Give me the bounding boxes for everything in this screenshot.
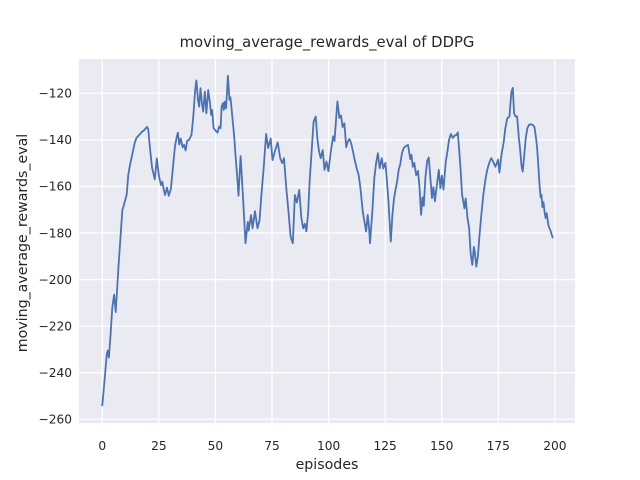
gridlines xyxy=(79,59,575,423)
x-tick-label: 25 xyxy=(151,439,167,453)
x-tick-label: 75 xyxy=(264,439,280,453)
y-tick-label: −220 xyxy=(39,319,72,333)
y-tick-label: −240 xyxy=(39,366,72,380)
y-axis-label: moving_average_rewards_eval xyxy=(15,134,31,353)
y-tick-label: −160 xyxy=(39,180,72,194)
x-tick-label: 200 xyxy=(543,439,566,453)
chart-title: moving_average_rewards_eval of DDPG xyxy=(180,34,475,51)
x-tick-label: 125 xyxy=(374,439,397,453)
y-tick-label: −200 xyxy=(39,273,72,287)
y-tick-labels: −120 −140 −160 −180 −200 −220 −240 −260 xyxy=(39,87,72,427)
x-tick-label: 100 xyxy=(317,439,340,453)
y-tick-label: −140 xyxy=(39,133,72,147)
x-tick-label: 150 xyxy=(430,439,453,453)
x-tick-label: 0 xyxy=(98,439,106,453)
axes-background xyxy=(79,59,575,423)
x-tick-label: 50 xyxy=(208,439,224,453)
moving-average-line xyxy=(101,74,554,407)
x-tick-label: 175 xyxy=(487,439,510,453)
y-tick-label: −260 xyxy=(39,413,72,427)
y-tick-label: −120 xyxy=(39,87,72,101)
x-axis-label: episodes xyxy=(296,457,359,473)
x-tick-labels: 0 25 50 75 100 125 150 175 200 xyxy=(98,439,566,453)
y-tick-label: −180 xyxy=(39,226,72,240)
